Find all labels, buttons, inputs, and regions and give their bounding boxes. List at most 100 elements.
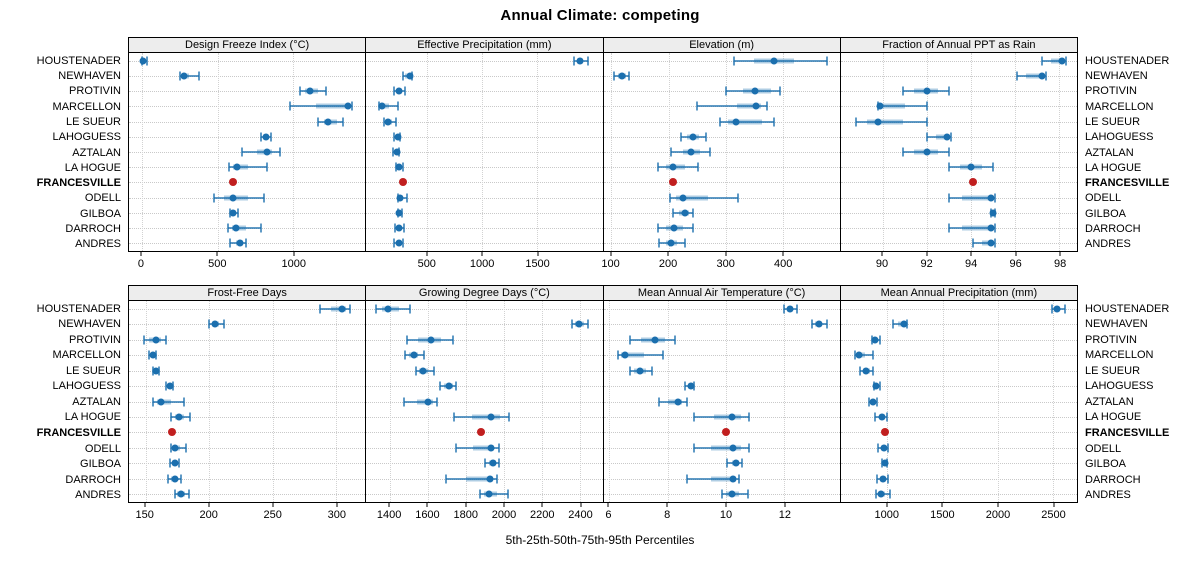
whisker-cap [886, 474, 889, 484]
whisker-cap [657, 238, 660, 248]
median-dot [445, 382, 453, 390]
row-gridline [603, 355, 840, 357]
panel-axis: 6 8 10 12 [603, 503, 841, 529]
row-gridline [129, 121, 366, 123]
whisker-cap [148, 350, 151, 360]
tick-gridline [1052, 301, 1054, 502]
row-label-newhaven: NEWHAVEN [58, 318, 121, 331]
median-dot [923, 148, 931, 156]
axis-tick [465, 503, 467, 507]
box-25-75 [935, 134, 949, 140]
whisker-cap [393, 86, 396, 96]
median-dot [384, 118, 392, 126]
median-dot [967, 163, 975, 171]
whisker-cap [180, 474, 183, 484]
tick-gridline [272, 301, 274, 502]
whisker-cap [867, 397, 870, 406]
box-25-75 [1050, 58, 1064, 64]
row-gridline [129, 182, 366, 184]
axis-tick-label: 96 [1009, 258, 1022, 270]
row-label-newhaven: NEWHAVEN [1085, 318, 1148, 331]
tick-gridline [1059, 53, 1061, 251]
whisker-cap [228, 238, 231, 248]
median-dot [171, 459, 179, 467]
row-gridline [840, 75, 1077, 77]
highlight-median-dot [229, 178, 238, 187]
box-25-75 [330, 306, 347, 312]
highlight-median-dot [398, 178, 407, 187]
row-label-darroch: DARROCH [65, 223, 121, 236]
whisker-cap [188, 412, 191, 422]
median-dot [872, 382, 880, 390]
row-label-aztalan: AZTALAN [1085, 395, 1134, 408]
whisker-cap [877, 443, 879, 453]
median-dot [871, 336, 879, 344]
whisker-5-95 [289, 105, 353, 108]
row-gridline [603, 386, 840, 388]
whisker-cap [692, 412, 695, 422]
whisker-cap [670, 147, 673, 157]
whisker-cap [506, 489, 509, 499]
row-gridline [840, 121, 1077, 123]
row-label-newhaven: NEWHAVEN [58, 69, 121, 82]
axis-tick-label: 300 [716, 258, 735, 270]
median-dot [877, 490, 885, 498]
median-dot [729, 475, 737, 483]
row-gridline [366, 75, 603, 77]
median-dot [427, 336, 435, 344]
median-dot [618, 72, 626, 80]
axis-tick [293, 252, 295, 256]
whisker-cap [586, 56, 589, 66]
row-label-odell: ODELL [1085, 192, 1122, 205]
whisker-cap [179, 71, 182, 81]
median-dot [576, 57, 584, 65]
row-label-newhaven: NEWHAVEN [1085, 69, 1148, 82]
whisker-cap [1051, 304, 1054, 314]
median-dot [393, 148, 401, 156]
whisker-cap [406, 193, 409, 203]
whisker-cap [875, 397, 878, 406]
whisker-cap [733, 56, 736, 66]
trellis-row-top: HOUSTENADER NEWHAVEN PROTIVIN MARCELLON LE S… [0, 37, 1200, 278]
axis-tick-label: 98 [1054, 258, 1067, 270]
median-dot [171, 444, 179, 452]
row-label-gilboa: GILBOA [80, 207, 121, 220]
whisker-cap [746, 489, 749, 499]
chart-title: Annual Climate: competing [500, 7, 700, 24]
median-dot [815, 320, 823, 328]
tick-gridline [336, 301, 338, 502]
box-25-75 [675, 195, 709, 201]
whisker-cap [351, 101, 354, 111]
median-dot [489, 459, 497, 467]
median-dot [874, 118, 882, 126]
median-dot [424, 398, 432, 405]
axis-tick-label: 92 [920, 258, 933, 270]
whisker-cap [696, 101, 699, 111]
row-label-protivin: PROTIVIN [1085, 333, 1137, 346]
median-dot [943, 133, 951, 141]
median-dot [878, 413, 886, 421]
median-dot [681, 209, 689, 217]
whisker-cap [901, 147, 904, 157]
axis-tick [503, 503, 505, 507]
whisker-5-95 [856, 120, 927, 123]
axis-tick-label: 200 [199, 509, 218, 521]
median-dot [180, 72, 188, 80]
whisker-cap [811, 319, 814, 329]
whisker-cap [628, 335, 631, 345]
whisker-cap [872, 366, 875, 376]
whisker-cap [414, 366, 417, 376]
whisker-cap [628, 366, 631, 376]
panels-top: Design Freeze Index (°C) 0 500 1000 Effectiv… [128, 37, 1078, 278]
highlight-median-dot [881, 428, 890, 437]
row-gridline [129, 91, 366, 93]
axis-caption: 5th-25th-50th-75th-95th Percentiles [505, 533, 695, 547]
panel-axis: 0 500 1000 [128, 252, 366, 278]
whisker-cap [259, 223, 262, 233]
row-gridline [603, 167, 840, 169]
row-label-darroch: DARROCH [1085, 473, 1141, 486]
median-dot [651, 336, 659, 344]
row-label-aztalan: AZTALAN [1085, 146, 1134, 159]
median-dot [152, 367, 160, 375]
row-label-la-hogue: LA HOGUE [64, 161, 121, 174]
